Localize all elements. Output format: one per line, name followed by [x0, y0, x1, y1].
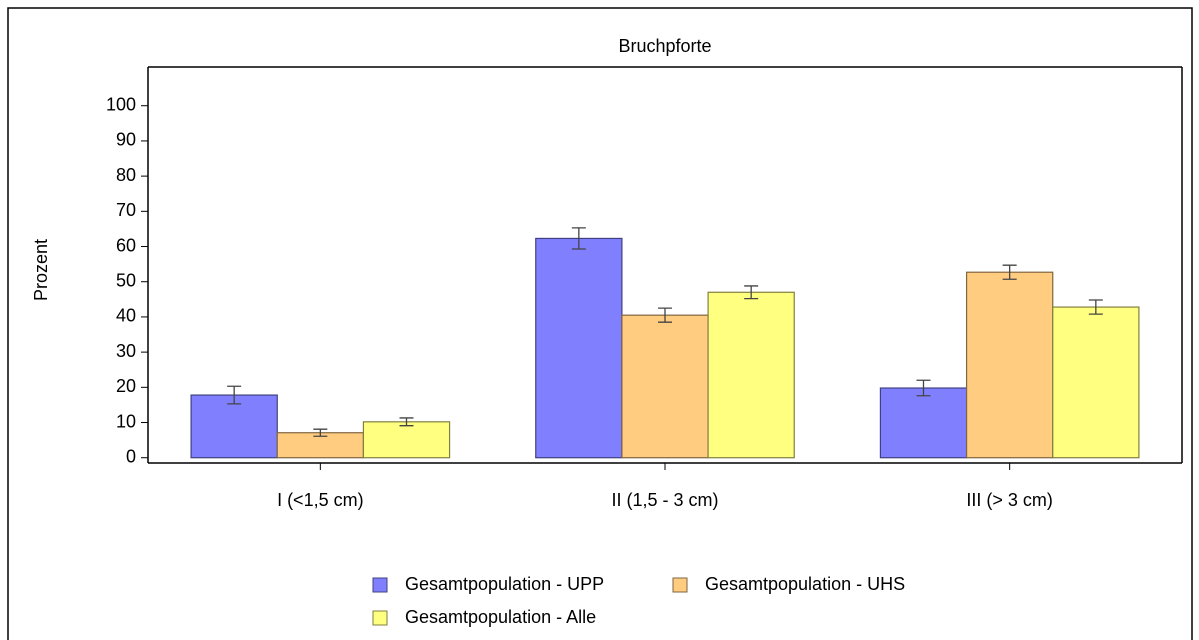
y-tick-label: 100 [106, 94, 136, 114]
bar [965, 271, 1054, 459]
legend-label: Gesamtpopulation - Alle [405, 607, 596, 627]
chart-title: Bruchpforte [618, 36, 711, 56]
y-tick-label: 0 [126, 446, 136, 466]
error-bar [313, 428, 328, 437]
error-bar [916, 379, 931, 397]
error-bar [571, 227, 586, 250]
y-tick-label: 90 [116, 130, 136, 150]
bar [190, 394, 278, 459]
x-tick-label: I (<1,5 cm) [277, 490, 364, 510]
legend-label: Gesamtpopulation - UHS [705, 574, 905, 594]
y-tick-label: 50 [116, 270, 136, 290]
error-bar [1002, 264, 1017, 280]
x-tick-label: II (1,5 - 3 cm) [611, 490, 718, 510]
legend-label: Gesamtpopulation - UPP [405, 574, 604, 594]
bar [879, 387, 968, 459]
legend-swatch [672, 577, 688, 593]
y-tick-label: 60 [116, 235, 136, 255]
y-tick-label: 30 [116, 341, 136, 361]
y-axis-label: Prozent [31, 239, 51, 301]
error-bar [658, 307, 672, 323]
y-tick-label: 20 [116, 376, 136, 396]
y-tick-label: 80 [116, 165, 136, 185]
error-bar [227, 385, 242, 405]
bar [535, 237, 623, 459]
error-bar [399, 417, 414, 427]
bar [707, 291, 795, 459]
error-bar [744, 285, 759, 300]
bar [621, 314, 709, 459]
bar [362, 421, 451, 459]
legend-swatch [372, 577, 388, 593]
legend-swatch [372, 610, 388, 626]
y-tick-label: 70 [116, 200, 136, 220]
bar [1052, 306, 1140, 459]
y-tick-label: 10 [116, 411, 136, 431]
error-bar [1088, 299, 1103, 315]
x-tick-label: III (> 3 cm) [966, 490, 1053, 510]
y-tick-label: 40 [116, 306, 136, 326]
